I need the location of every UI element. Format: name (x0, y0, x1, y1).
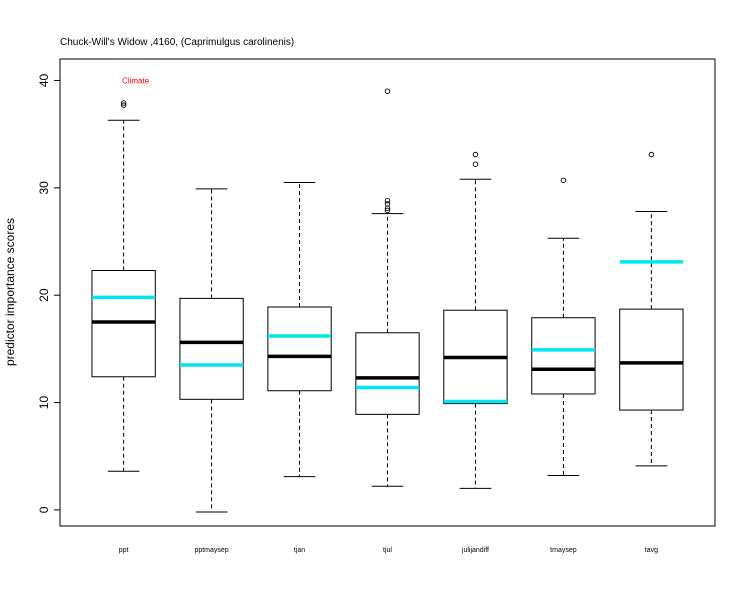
plot-frame (59, 58, 716, 527)
box-tmaysep (531, 177, 596, 477)
iqr-box-tjan (267, 306, 332, 392)
outlier-tjul-3 (384, 197, 391, 204)
y-axis: 0 10 20 30 40 (37, 73, 60, 513)
annotation-0: Climate (122, 76, 150, 85)
annotations-group: Climate (122, 76, 150, 85)
outlier-ppt-0 (120, 102, 127, 108)
y-tick-label-0: 0 (37, 506, 51, 513)
boxes-group (91, 88, 684, 513)
outlier-tjul-0 (384, 207, 391, 214)
box-julijandiff (443, 151, 508, 489)
iqr-box-tjul (355, 332, 420, 415)
iqr-box-tavg (619, 308, 684, 411)
y-axis-label: predictor importance scores (3, 218, 17, 366)
x-tick-label-tjan: tjan (294, 547, 305, 554)
outlier-tjul-4 (384, 88, 391, 94)
x-tick-label-ppt: ppt (119, 547, 129, 554)
iqr-box-tmaysep (531, 317, 596, 395)
y-tick-label-40: 40 (37, 73, 51, 87)
box-ppt (91, 100, 156, 472)
box-pptmaysep (179, 188, 244, 513)
x-axis: ppt pptmaysep tjan tjul julijandiff tmaysep ta… (119, 547, 658, 554)
outlier-julijandiff-0 (472, 161, 479, 167)
outlier-julijandiff-1 (472, 151, 479, 158)
y-tick-label-30: 30 (37, 181, 51, 195)
x-tick-label-pptmaysep: pptmaysep (194, 547, 228, 554)
x-tick-label-tmaysep: tmaysep (550, 547, 577, 554)
x-tick-label-tjul: tjul (383, 547, 392, 554)
y-tick-label-20: 20 (37, 288, 51, 302)
chart-title: Chuck-Will's Widow ,4160, (Caprimulgus c… (60, 37, 294, 48)
x-tick-label-tavg: tavg (645, 547, 658, 554)
y-tick-label-10: 10 (37, 396, 51, 410)
outlier-tavg-0 (648, 151, 655, 158)
x-tick-label-julijandiff: julijandiff (461, 547, 489, 554)
box-tjul (355, 88, 420, 487)
outlier-tmaysep-0 (560, 177, 567, 184)
outlier-ppt-1 (120, 100, 127, 106)
iqr-box-pptmaysep (179, 297, 244, 400)
outlier-tjul-2 (384, 201, 391, 207)
box-tavg (619, 151, 684, 467)
box-tjan (267, 181, 332, 478)
